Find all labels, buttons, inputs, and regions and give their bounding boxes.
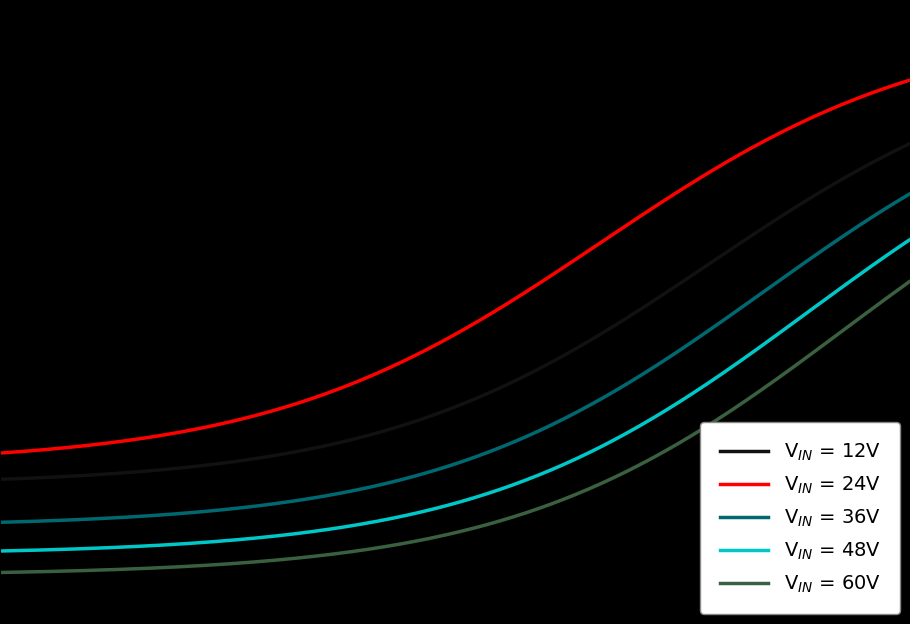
V$_{IN}$ = 24V — [432, 340, 443, 348]
V$_{IN}$ = 24V — [883, 84, 894, 91]
V$_{IN}$ = 48V — [487, 488, 498, 495]
V$_{IN}$ = 60V — [741, 397, 752, 404]
V$_{IN}$ = 36V — [883, 203, 894, 211]
V$_{IN}$ = 12V — [883, 150, 894, 158]
Line: V$_{IN}$ = 60V: V$_{IN}$ = 60V — [0, 281, 910, 572]
V$_{IN}$ = 12V — [741, 236, 752, 243]
Line: V$_{IN}$ = 12V: V$_{IN}$ = 12V — [0, 144, 910, 479]
V$_{IN}$ = 48V — [883, 251, 894, 258]
V$_{IN}$ = 12V — [0, 475, 5, 483]
V$_{IN}$ = 60V — [536, 504, 547, 511]
V$_{IN}$ = 60V — [0, 568, 5, 576]
V$_{IN}$ = 60V — [905, 278, 910, 285]
V$_{IN}$ = 60V — [883, 293, 894, 301]
Line: V$_{IN}$ = 24V: V$_{IN}$ = 24V — [0, 80, 910, 453]
V$_{IN}$ = 48V — [0, 547, 5, 555]
V$_{IN}$ = 36V — [0, 519, 5, 526]
V$_{IN}$ = 48V — [432, 504, 443, 512]
V$_{IN}$ = 12V — [905, 140, 910, 147]
V$_{IN}$ = 24V — [487, 309, 498, 316]
V$_{IN}$ = 36V — [536, 426, 547, 433]
V$_{IN}$ = 48V — [741, 353, 752, 361]
V$_{IN}$ = 36V — [905, 190, 910, 197]
Line: V$_{IN}$ = 48V: V$_{IN}$ = 48V — [0, 240, 910, 551]
Legend: V$_{IN}$ = 12V, V$_{IN}$ = 24V, V$_{IN}$ = 36V, V$_{IN}$ = 48V, V$_{IN}$ = 60V: V$_{IN}$ = 12V, V$_{IN}$ = 24V, V$_{IN}$… — [700, 422, 900, 614]
V$_{IN}$ = 24V — [905, 76, 910, 84]
V$_{IN}$ = 36V — [432, 466, 443, 473]
V$_{IN}$ = 12V — [487, 388, 498, 395]
V$_{IN}$ = 36V — [741, 301, 752, 308]
V$_{IN}$ = 60V — [487, 519, 498, 527]
V$_{IN}$ = 36V — [427, 467, 438, 475]
V$_{IN}$ = 48V — [427, 505, 438, 513]
V$_{IN}$ = 12V — [536, 364, 547, 371]
V$_{IN}$ = 60V — [427, 534, 438, 542]
V$_{IN}$ = 36V — [487, 447, 498, 454]
V$_{IN}$ = 48V — [536, 470, 547, 477]
V$_{IN}$ = 24V — [741, 147, 752, 155]
V$_{IN}$ = 24V — [0, 449, 5, 457]
V$_{IN}$ = 12V — [427, 412, 438, 419]
Line: V$_{IN}$ = 36V: V$_{IN}$ = 36V — [0, 193, 910, 522]
V$_{IN}$ = 60V — [432, 533, 443, 540]
V$_{IN}$ = 48V — [905, 236, 910, 243]
V$_{IN}$ = 24V — [536, 278, 547, 286]
V$_{IN}$ = 24V — [427, 343, 438, 351]
V$_{IN}$ = 12V — [432, 410, 443, 417]
